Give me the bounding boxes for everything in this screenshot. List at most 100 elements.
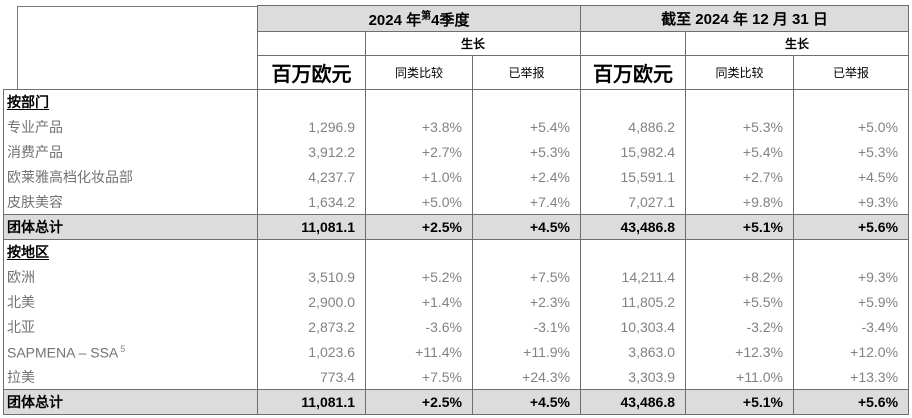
- q4-title-superscript: 第: [421, 11, 432, 22]
- q4-millions-column-header: 百万欧元: [257, 55, 366, 90]
- q4-title-post: 4季度: [431, 12, 470, 29]
- fy-reported-total: +5.6%: [793, 389, 910, 415]
- q4-sales-total: 11,081.1: [257, 214, 366, 240]
- fy-lfl-value: +11.0%: [685, 364, 794, 390]
- q4-sales-value: 1,634.2: [257, 189, 366, 215]
- section-heading-by-division: 按部门: [3, 89, 258, 115]
- empty-cell: [580, 89, 686, 115]
- q4-lfl-value: +11.4%: [365, 339, 473, 365]
- total-row-label: 团体总计: [3, 389, 258, 415]
- table-row: 欧洲 3,510.9 +5.2% +7.5% 14,211.4 +8.2% +9…: [3, 264, 910, 290]
- q4-lfl-column-header: 同类比较: [365, 55, 473, 90]
- footnote-superscript: 5: [120, 343, 126, 354]
- q4-growth-header: 生长: [364, 31, 582, 56]
- empty-cell: [793, 239, 910, 265]
- q4-title-pre: 2024 年: [368, 12, 422, 29]
- fy-sales-value: 10,303.4: [580, 314, 686, 340]
- q4-lfl-value: +2.7%: [365, 139, 473, 165]
- fy-millions-column-header: 百万欧元: [580, 55, 687, 90]
- q4-lfl-total: +2.5%: [365, 389, 473, 415]
- fy-reported-value: +13.3%: [793, 364, 910, 390]
- financial-results-table: 2024 年第4季度 截至 2024 年 12 月 31 日 生长 生长 百万欧…: [3, 5, 910, 415]
- corner-cell: [3, 5, 258, 90]
- table-row: 拉美 773.4 +7.5% +24.3% 3,303.9 +11.0% +13…: [3, 364, 910, 390]
- q4-reported-value: +7.4%: [471, 189, 581, 215]
- row-label: 专业产品: [3, 114, 258, 140]
- table-row: 专业产品 1,296.9 +3.8% +5.4% 4,886.2 +5.3% +…: [3, 114, 910, 140]
- fy-reported-value: +5.9%: [793, 289, 910, 315]
- fy-sales-total: 43,486.8: [580, 389, 686, 415]
- fy-period-header: 截至 2024 年 12 月 31 日: [580, 5, 910, 32]
- empty-cell: [471, 89, 581, 115]
- fy-lfl-value: +12.3%: [685, 339, 794, 365]
- period-header-row: 2024 年第4季度 截至 2024 年 12 月 31 日: [3, 5, 910, 90]
- fy-lfl-value: +8.2%: [685, 264, 794, 290]
- q4-reported-value: +2.3%: [471, 289, 581, 315]
- fy-lfl-total: +5.1%: [685, 214, 794, 240]
- q4-lfl-value: +1.4%: [365, 289, 473, 315]
- financial-results-table-wrap: 2024 年第4季度 截至 2024 年 12 月 31 日 生长 生长 百万欧…: [3, 5, 910, 415]
- fy-reported-value: +12.0%: [793, 339, 910, 365]
- q4-period-header: 2024 年第4季度: [256, 5, 582, 32]
- total-row-label: 团体总计: [3, 214, 258, 240]
- q4-reported-total: +4.5%: [471, 214, 581, 240]
- row-label: 消费产品: [3, 139, 258, 165]
- fy-sales-value: 15,591.1: [580, 164, 686, 190]
- fy-millions-spacer-cell: [580, 31, 687, 56]
- fy-reported-value: +9.3%: [793, 264, 910, 290]
- q4-lfl-value: -3.6%: [365, 314, 473, 340]
- section-heading-row: 按部门: [3, 89, 910, 115]
- q4-reported-value: +5.3%: [471, 139, 581, 165]
- q4-sales-value: 3,912.2: [257, 139, 366, 165]
- fy-lfl-value: -3.2%: [685, 314, 794, 340]
- q4-reported-total: +4.5%: [471, 389, 581, 415]
- q4-sales-total: 11,081.1: [257, 389, 366, 415]
- row-label: 皮肤美容: [3, 189, 258, 215]
- fy-lfl-value: +9.8%: [685, 189, 794, 215]
- fy-lfl-total: +5.1%: [685, 389, 794, 415]
- q4-sales-value: 2,900.0: [257, 289, 366, 315]
- q4-lfl-value: +5.0%: [365, 189, 473, 215]
- group-total-row: 团体总计 11,081.1 +2.5% +4.5% 43,486.8 +5.1%…: [3, 389, 910, 415]
- q4-reported-value: +5.4%: [471, 114, 581, 140]
- q4-millions-spacer-cell: [257, 31, 366, 56]
- q4-lfl-value: +3.8%: [365, 114, 473, 140]
- empty-cell: [365, 239, 473, 265]
- empty-cell: [685, 239, 794, 265]
- table-row: 北亚 2,873.2 -3.6% -3.1% 10,303.4 -3.2% -3…: [3, 314, 910, 340]
- group-total-row: 团体总计 11,081.1 +2.5% +4.5% 43,486.8 +5.1%…: [3, 214, 910, 240]
- fy-reported-column-header: 已举报: [793, 55, 910, 90]
- row-label-sapmena-ssa: SAPMENA – SSA 5: [3, 339, 258, 365]
- q4-sales-value: 773.4: [257, 364, 366, 390]
- q4-reported-value: -3.1%: [471, 314, 581, 340]
- table-row: 欧莱雅高档化妆品部 4,237.7 +1.0% +2.4% 15,591.1 +…: [3, 164, 910, 190]
- fy-lfl-column-header: 同类比较: [685, 55, 795, 90]
- corner-inset-border: [16, 5, 257, 89]
- fy-reported-value: +9.3%: [793, 189, 910, 215]
- empty-cell: [580, 239, 686, 265]
- q4-sales-value: 3,510.9: [257, 264, 366, 290]
- fy-sales-value: 14,211.4: [580, 264, 686, 290]
- section-heading-by-region: 按地区: [3, 239, 258, 265]
- q4-sales-value: 4,237.7: [257, 164, 366, 190]
- fy-sales-value: 3,303.9: [580, 364, 686, 390]
- q4-reported-value: +11.9%: [471, 339, 581, 365]
- q4-reported-value: +7.5%: [471, 264, 581, 290]
- fy-sales-total: 43,486.8: [580, 214, 686, 240]
- q4-reported-column-header: 已举报: [471, 55, 582, 90]
- table-row: 北美 2,900.0 +1.4% +2.3% 11,805.2 +5.5% +5…: [3, 289, 910, 315]
- q4-sales-value: 1,296.9: [257, 114, 366, 140]
- fy-lfl-value: +5.4%: [685, 139, 794, 165]
- table-row: 皮肤美容 1,634.2 +5.0% +7.4% 7,027.1 +9.8% +…: [3, 189, 910, 215]
- row-label: 拉美: [3, 364, 258, 390]
- q4-reported-value: +2.4%: [471, 164, 581, 190]
- empty-cell: [365, 89, 473, 115]
- row-label: 欧洲: [3, 264, 258, 290]
- row-label: 北美: [3, 289, 258, 315]
- empty-cell: [257, 239, 366, 265]
- q4-sales-value: 2,873.2: [257, 314, 366, 340]
- column-header-row: 百万欧元 同类比较 已举报 百万欧元 同类比较 已举报: [4, 55, 910, 90]
- table-row: SAPMENA – SSA 5 1,023.6 +11.4% +11.9% 3,8…: [3, 339, 910, 365]
- section-heading-row: 按地区: [3, 239, 910, 265]
- fy-sales-value: 3,863.0: [580, 339, 686, 365]
